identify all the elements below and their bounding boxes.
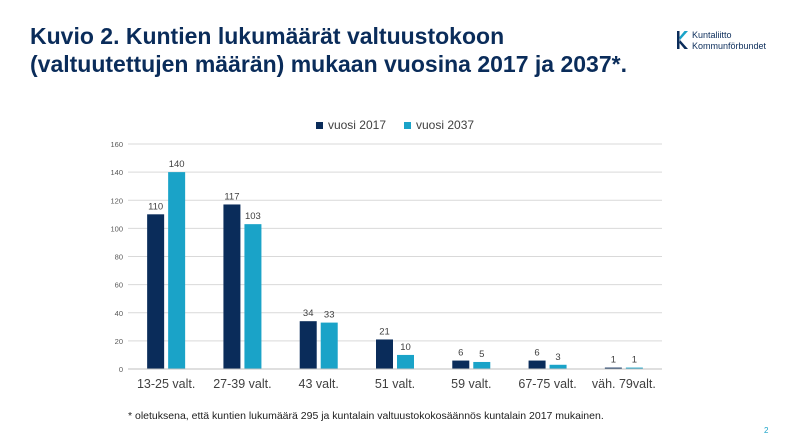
data-label-2037: 33 [324, 310, 335, 321]
data-label-2017: 6 [458, 348, 463, 359]
slide-title: Kuvio 2. Kuntien lukumäärät valtuustokoo… [30, 23, 627, 77]
y-tick-label: 20 [115, 337, 123, 346]
legend-swatch-2017 [315, 121, 323, 129]
bar-2037 [625, 367, 643, 369]
bar-2017 [147, 214, 165, 369]
data-label-2037: 140 [169, 159, 185, 170]
bar-2037 [244, 224, 262, 369]
kuntaliitto-logo-mark-icon [677, 31, 688, 49]
data-label-2017: 21 [379, 326, 390, 337]
bar-2017 [452, 360, 470, 369]
logo-line-1: Kuntaliitto [692, 30, 732, 40]
y-tick-label: 0 [119, 365, 123, 374]
legend-item-2037: vuosi 2037 [404, 118, 474, 132]
data-label-2037: 3 [555, 352, 560, 363]
bar-2037 [320, 322, 338, 369]
data-label-2017: 1 [611, 355, 616, 366]
y-tick-label: 60 [115, 281, 123, 290]
data-label-2017: 6 [534, 348, 539, 359]
bar-2017 [299, 321, 317, 369]
bar-2037 [473, 361, 491, 369]
footnote: * oletuksena, että kuntien lukumäärä 295… [128, 410, 604, 422]
page-number: 2 [764, 426, 769, 435]
chart-legend: vuosi 2017 vuosi 2037 [0, 118, 790, 132]
bar-2017 [528, 360, 546, 369]
x-tick-label: 27-39 valt. [213, 377, 271, 391]
x-tick-label: 59 valt. [451, 377, 491, 391]
y-tick-label: 160 [110, 140, 123, 149]
legend-swatch-2037 [404, 121, 411, 129]
data-label-2037: 5 [479, 349, 484, 360]
data-label-2037: 103 [245, 211, 261, 222]
bar-2017 [223, 204, 241, 369]
data-label-2037: 1 [632, 355, 637, 366]
bar-2017 [376, 339, 393, 369]
data-label-2017: 110 [148, 201, 163, 212]
logo-line-2: Kommunförbundet [692, 40, 767, 51]
y-tick-label: 80 [115, 253, 123, 262]
bar-2017 [604, 367, 622, 369]
bar-2037 [549, 364, 567, 369]
x-tick-label: 43 valt. [299, 377, 339, 391]
legend-label-2017: vuosi 2017 [327, 118, 386, 132]
legend-item-2017: vuosi 2017 [315, 118, 386, 132]
x-tick-label: 67-75 valt. [518, 377, 576, 391]
data-label-2017: 34 [303, 308, 314, 319]
legend-label-2037: vuosi 2037 [416, 118, 475, 132]
data-label-2017: 117 [224, 191, 239, 202]
data-label-2037: 10 [400, 342, 411, 353]
kuntaliitto-logo: Kuntaliitto Kommunförbundet [676, 30, 776, 56]
y-tick-label: 40 [115, 309, 123, 318]
bar-2037 [397, 354, 414, 369]
y-tick-label: 120 [110, 196, 123, 205]
x-tick-label: 51 valt. [375, 377, 415, 391]
bar-2037 [168, 172, 186, 369]
y-tick-label: 140 [110, 168, 123, 177]
x-tick-label: väh. 79valt. [592, 377, 656, 391]
y-tick-label: 100 [110, 224, 123, 233]
logo-text: Kuntaliitto Kommunförbundet [692, 30, 766, 51]
x-tick-label: 13-25 valt. [137, 377, 195, 391]
